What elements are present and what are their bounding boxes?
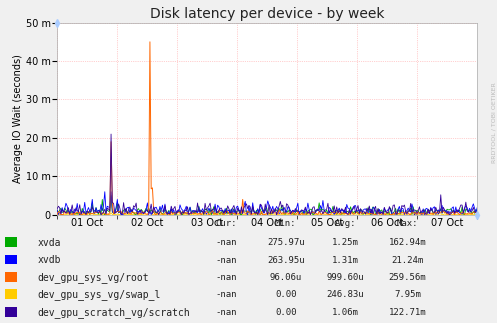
Text: -nan: -nan	[215, 255, 237, 265]
Text: 1.06m: 1.06m	[332, 308, 359, 317]
Text: dev_gpu_sys_vg/swap_l: dev_gpu_sys_vg/swap_l	[37, 289, 161, 300]
Text: 0.00: 0.00	[275, 308, 297, 317]
Y-axis label: Average IO Wait (seconds): Average IO Wait (seconds)	[13, 54, 23, 183]
Text: 275.97u: 275.97u	[267, 238, 305, 247]
Text: Min:: Min:	[275, 219, 297, 228]
Text: 7.95m: 7.95m	[394, 290, 421, 299]
Text: -nan: -nan	[215, 308, 237, 317]
Text: Cur:: Cur:	[215, 219, 237, 228]
Text: Avg:: Avg:	[334, 219, 356, 228]
Text: dev_gpu_scratch_vg/scratch: dev_gpu_scratch_vg/scratch	[37, 307, 190, 318]
Text: 1.25m: 1.25m	[332, 238, 359, 247]
Text: dev_gpu_sys_vg/root: dev_gpu_sys_vg/root	[37, 272, 149, 283]
Text: 1.31m: 1.31m	[332, 255, 359, 265]
Text: RRDTOOL / TOBI OETIKER: RRDTOOL / TOBI OETIKER	[491, 82, 496, 163]
Text: 246.83u: 246.83u	[327, 290, 364, 299]
Text: 122.71m: 122.71m	[389, 308, 426, 317]
Text: 96.06u: 96.06u	[270, 273, 302, 282]
Text: 21.24m: 21.24m	[392, 255, 423, 265]
Text: xvdb: xvdb	[37, 255, 61, 265]
Text: -nan: -nan	[215, 273, 237, 282]
Text: -nan: -nan	[215, 238, 237, 247]
Text: 259.56m: 259.56m	[389, 273, 426, 282]
Text: -nan: -nan	[215, 290, 237, 299]
Text: 263.95u: 263.95u	[267, 255, 305, 265]
Text: 0.00: 0.00	[275, 290, 297, 299]
Text: xvda: xvda	[37, 238, 61, 247]
Text: 162.94m: 162.94m	[389, 238, 426, 247]
Text: 999.60u: 999.60u	[327, 273, 364, 282]
Title: Disk latency per device - by week: Disk latency per device - by week	[150, 7, 384, 21]
Text: Max:: Max:	[397, 219, 418, 228]
